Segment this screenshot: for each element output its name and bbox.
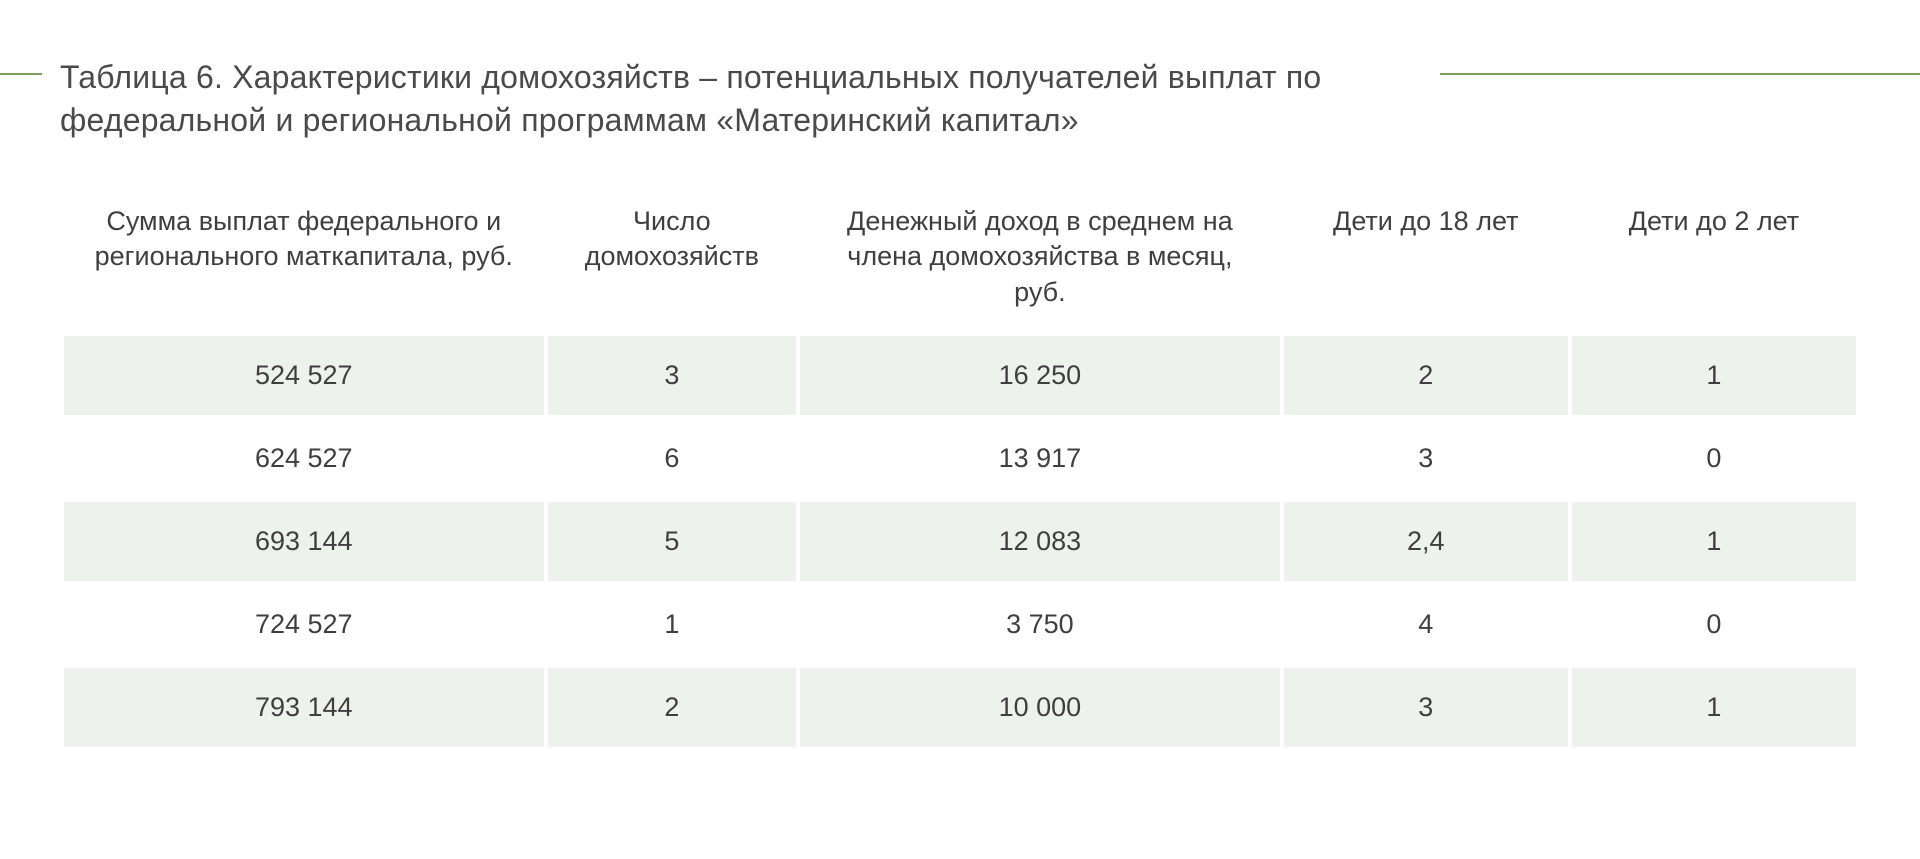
cell: 693 144 (64, 502, 544, 581)
cell: 3 (548, 336, 797, 415)
table-card: Таблица 6. Характеристики домохозяйств –… (0, 0, 1920, 791)
data-table: Сумма выплат федерального и региональног… (60, 178, 1860, 750)
cell: 1 (1572, 502, 1856, 581)
title-row: Таблица 6. Характеристики домохозяйств –… (60, 56, 1860, 142)
table-header-row: Сумма выплат федерального и региональног… (64, 182, 1856, 331)
cell: 1 (1572, 668, 1856, 747)
cell: 3 750 (800, 585, 1280, 664)
table-row: 524 527 3 16 250 2 1 (64, 336, 1856, 415)
cell: 2 (1284, 336, 1568, 415)
rule-left (0, 73, 42, 75)
cell: 0 (1572, 419, 1856, 498)
cell: 1 (1572, 336, 1856, 415)
cell: 0 (1572, 585, 1856, 664)
col-header: Денежный доход в среднем на члена домохо… (800, 182, 1280, 331)
cell: 10 000 (800, 668, 1280, 747)
cell: 793 144 (64, 668, 544, 747)
table-row: 693 144 5 12 083 2,4 1 (64, 502, 1856, 581)
table-title: Таблица 6. Характеристики домохозяйств –… (60, 56, 1340, 142)
col-header: Дети до 18 лет (1284, 182, 1568, 331)
cell: 13 917 (800, 419, 1280, 498)
cell: 5 (548, 502, 797, 581)
cell: 4 (1284, 585, 1568, 664)
cell: 6 (548, 419, 797, 498)
cell: 624 527 (64, 419, 544, 498)
cell: 16 250 (800, 336, 1280, 415)
col-header: Число домохозяйств (548, 182, 797, 331)
cell: 1 (548, 585, 797, 664)
cell: 524 527 (64, 336, 544, 415)
cell: 3 (1284, 419, 1568, 498)
col-header: Дети до 2 лет (1572, 182, 1856, 331)
table-row: 624 527 6 13 917 3 0 (64, 419, 1856, 498)
rule-right (1440, 73, 1920, 75)
cell: 12 083 (800, 502, 1280, 581)
table-row: 724 527 1 3 750 4 0 (64, 585, 1856, 664)
cell: 2 (548, 668, 797, 747)
cell: 3 (1284, 668, 1568, 747)
cell: 724 527 (64, 585, 544, 664)
col-header: Сумма выплат федерального и региональног… (64, 182, 544, 331)
cell: 2,4 (1284, 502, 1568, 581)
table-row: 793 144 2 10 000 3 1 (64, 668, 1856, 747)
